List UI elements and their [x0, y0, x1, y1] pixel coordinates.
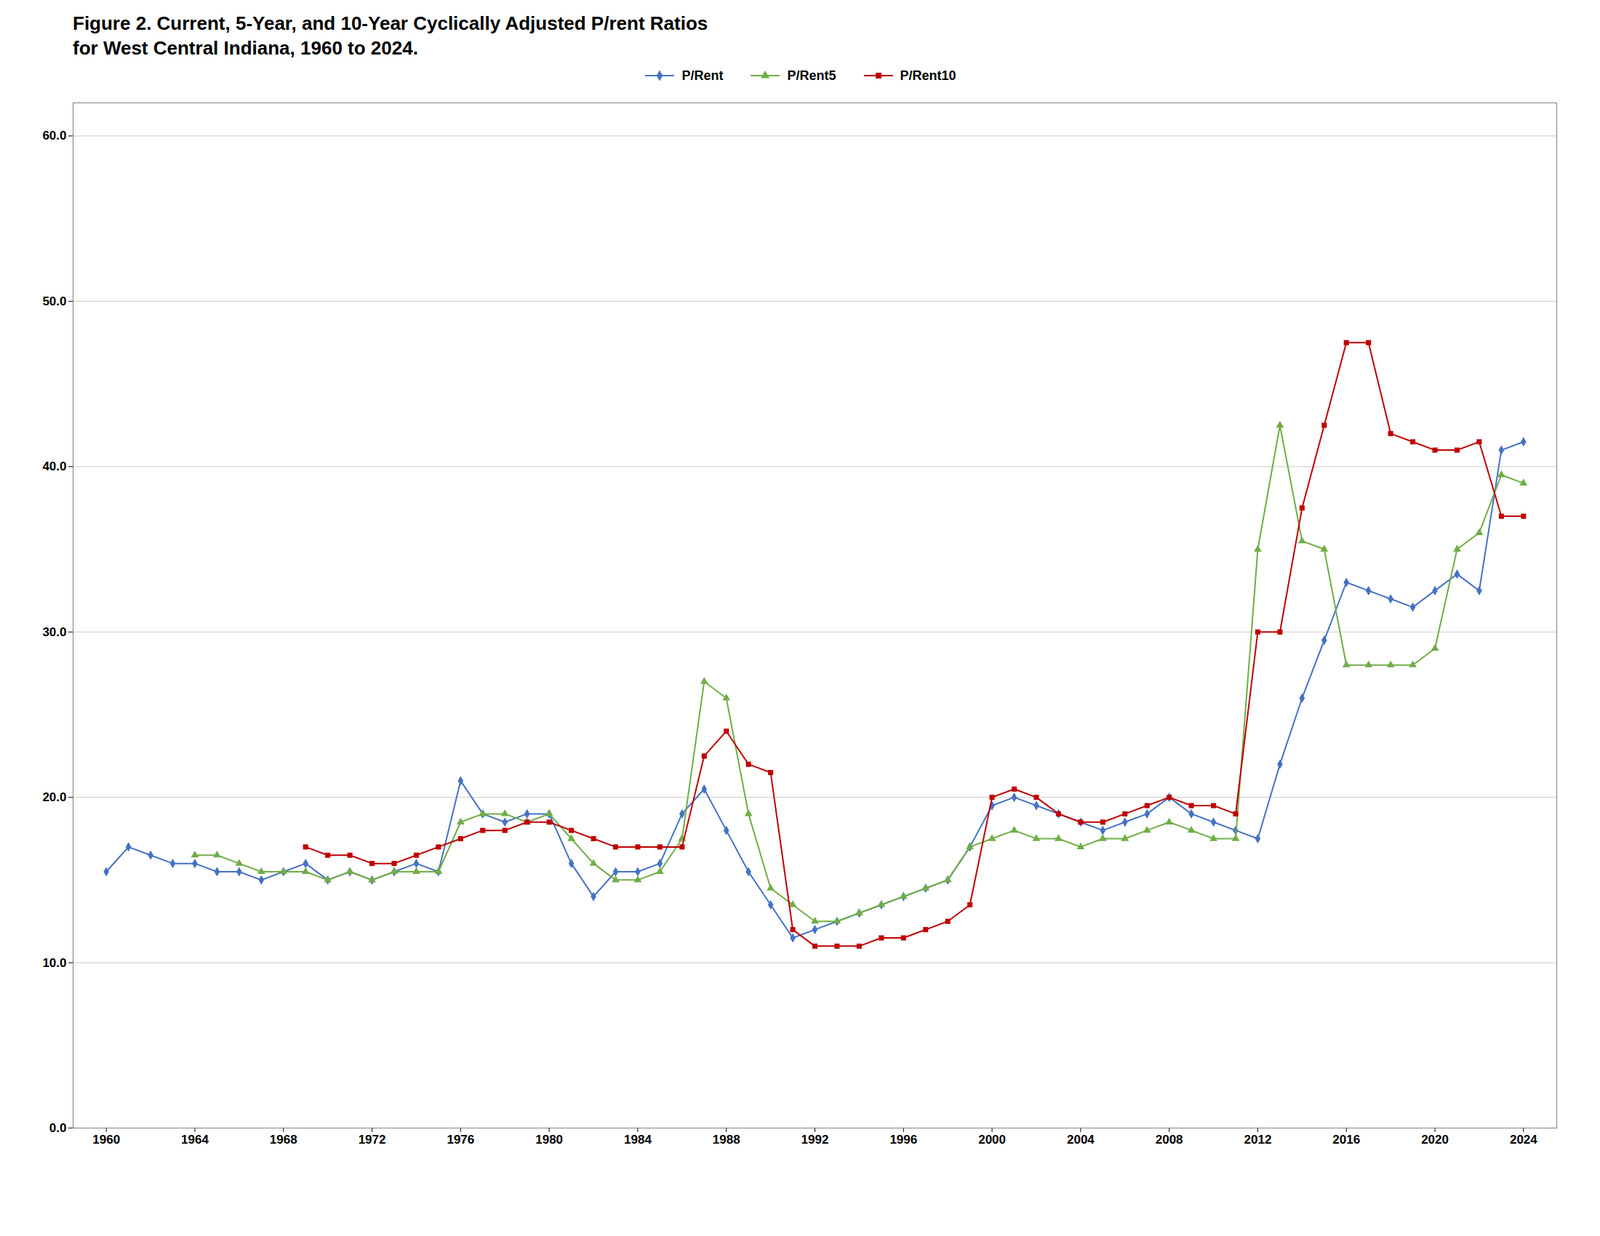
- svg-text:40.0: 40.0: [42, 459, 67, 474]
- svg-text:30.0: 30.0: [42, 624, 67, 639]
- svg-text:1960: 1960: [92, 1132, 120, 1147]
- svg-text:60.0: 60.0: [42, 128, 67, 143]
- svg-text:2000: 2000: [978, 1132, 1006, 1147]
- svg-text:1964: 1964: [181, 1132, 209, 1147]
- svg-text:1992: 1992: [801, 1132, 830, 1147]
- svg-text:1996: 1996: [889, 1132, 918, 1147]
- html-text:P/Rent: P/Rent: [681, 68, 724, 83]
- svg-text:2008: 2008: [1155, 1132, 1184, 1147]
- html-text:P/Rent5: P/Rent5: [787, 68, 836, 83]
- svg-text:1972: 1972: [358, 1132, 387, 1147]
- html-text:Figure 2. Current, 5-Year, and: Figure 2. Current, 5-Year, and 10-Year C…: [72, 12, 708, 35]
- svg-text:2016: 2016: [1332, 1132, 1360, 1147]
- svg-text:1968: 1968: [269, 1132, 298, 1147]
- svg-text:1988: 1988: [712, 1132, 741, 1147]
- svg-text:2012: 2012: [1244, 1132, 1272, 1147]
- svg-text:1980: 1980: [535, 1132, 563, 1147]
- svg-text:2024: 2024: [1509, 1132, 1538, 1147]
- svg-text:50.0: 50.0: [42, 293, 67, 308]
- html-text:for West Central Indiana, 1960: for West Central Indiana, 1960 to 2024.: [72, 36, 419, 59]
- svg-text:1984: 1984: [624, 1132, 652, 1147]
- svg-text:0.0: 0.0: [49, 1121, 67, 1136]
- svg-text:2020: 2020: [1421, 1132, 1449, 1147]
- svg-text:10.0: 10.0: [42, 955, 67, 970]
- svg-text:1976: 1976: [446, 1132, 475, 1147]
- html-text:P/Rent10: P/Rent10: [900, 68, 956, 83]
- svg-text:2004: 2004: [1066, 1132, 1095, 1147]
- svg-text:20.0: 20.0: [42, 790, 67, 805]
